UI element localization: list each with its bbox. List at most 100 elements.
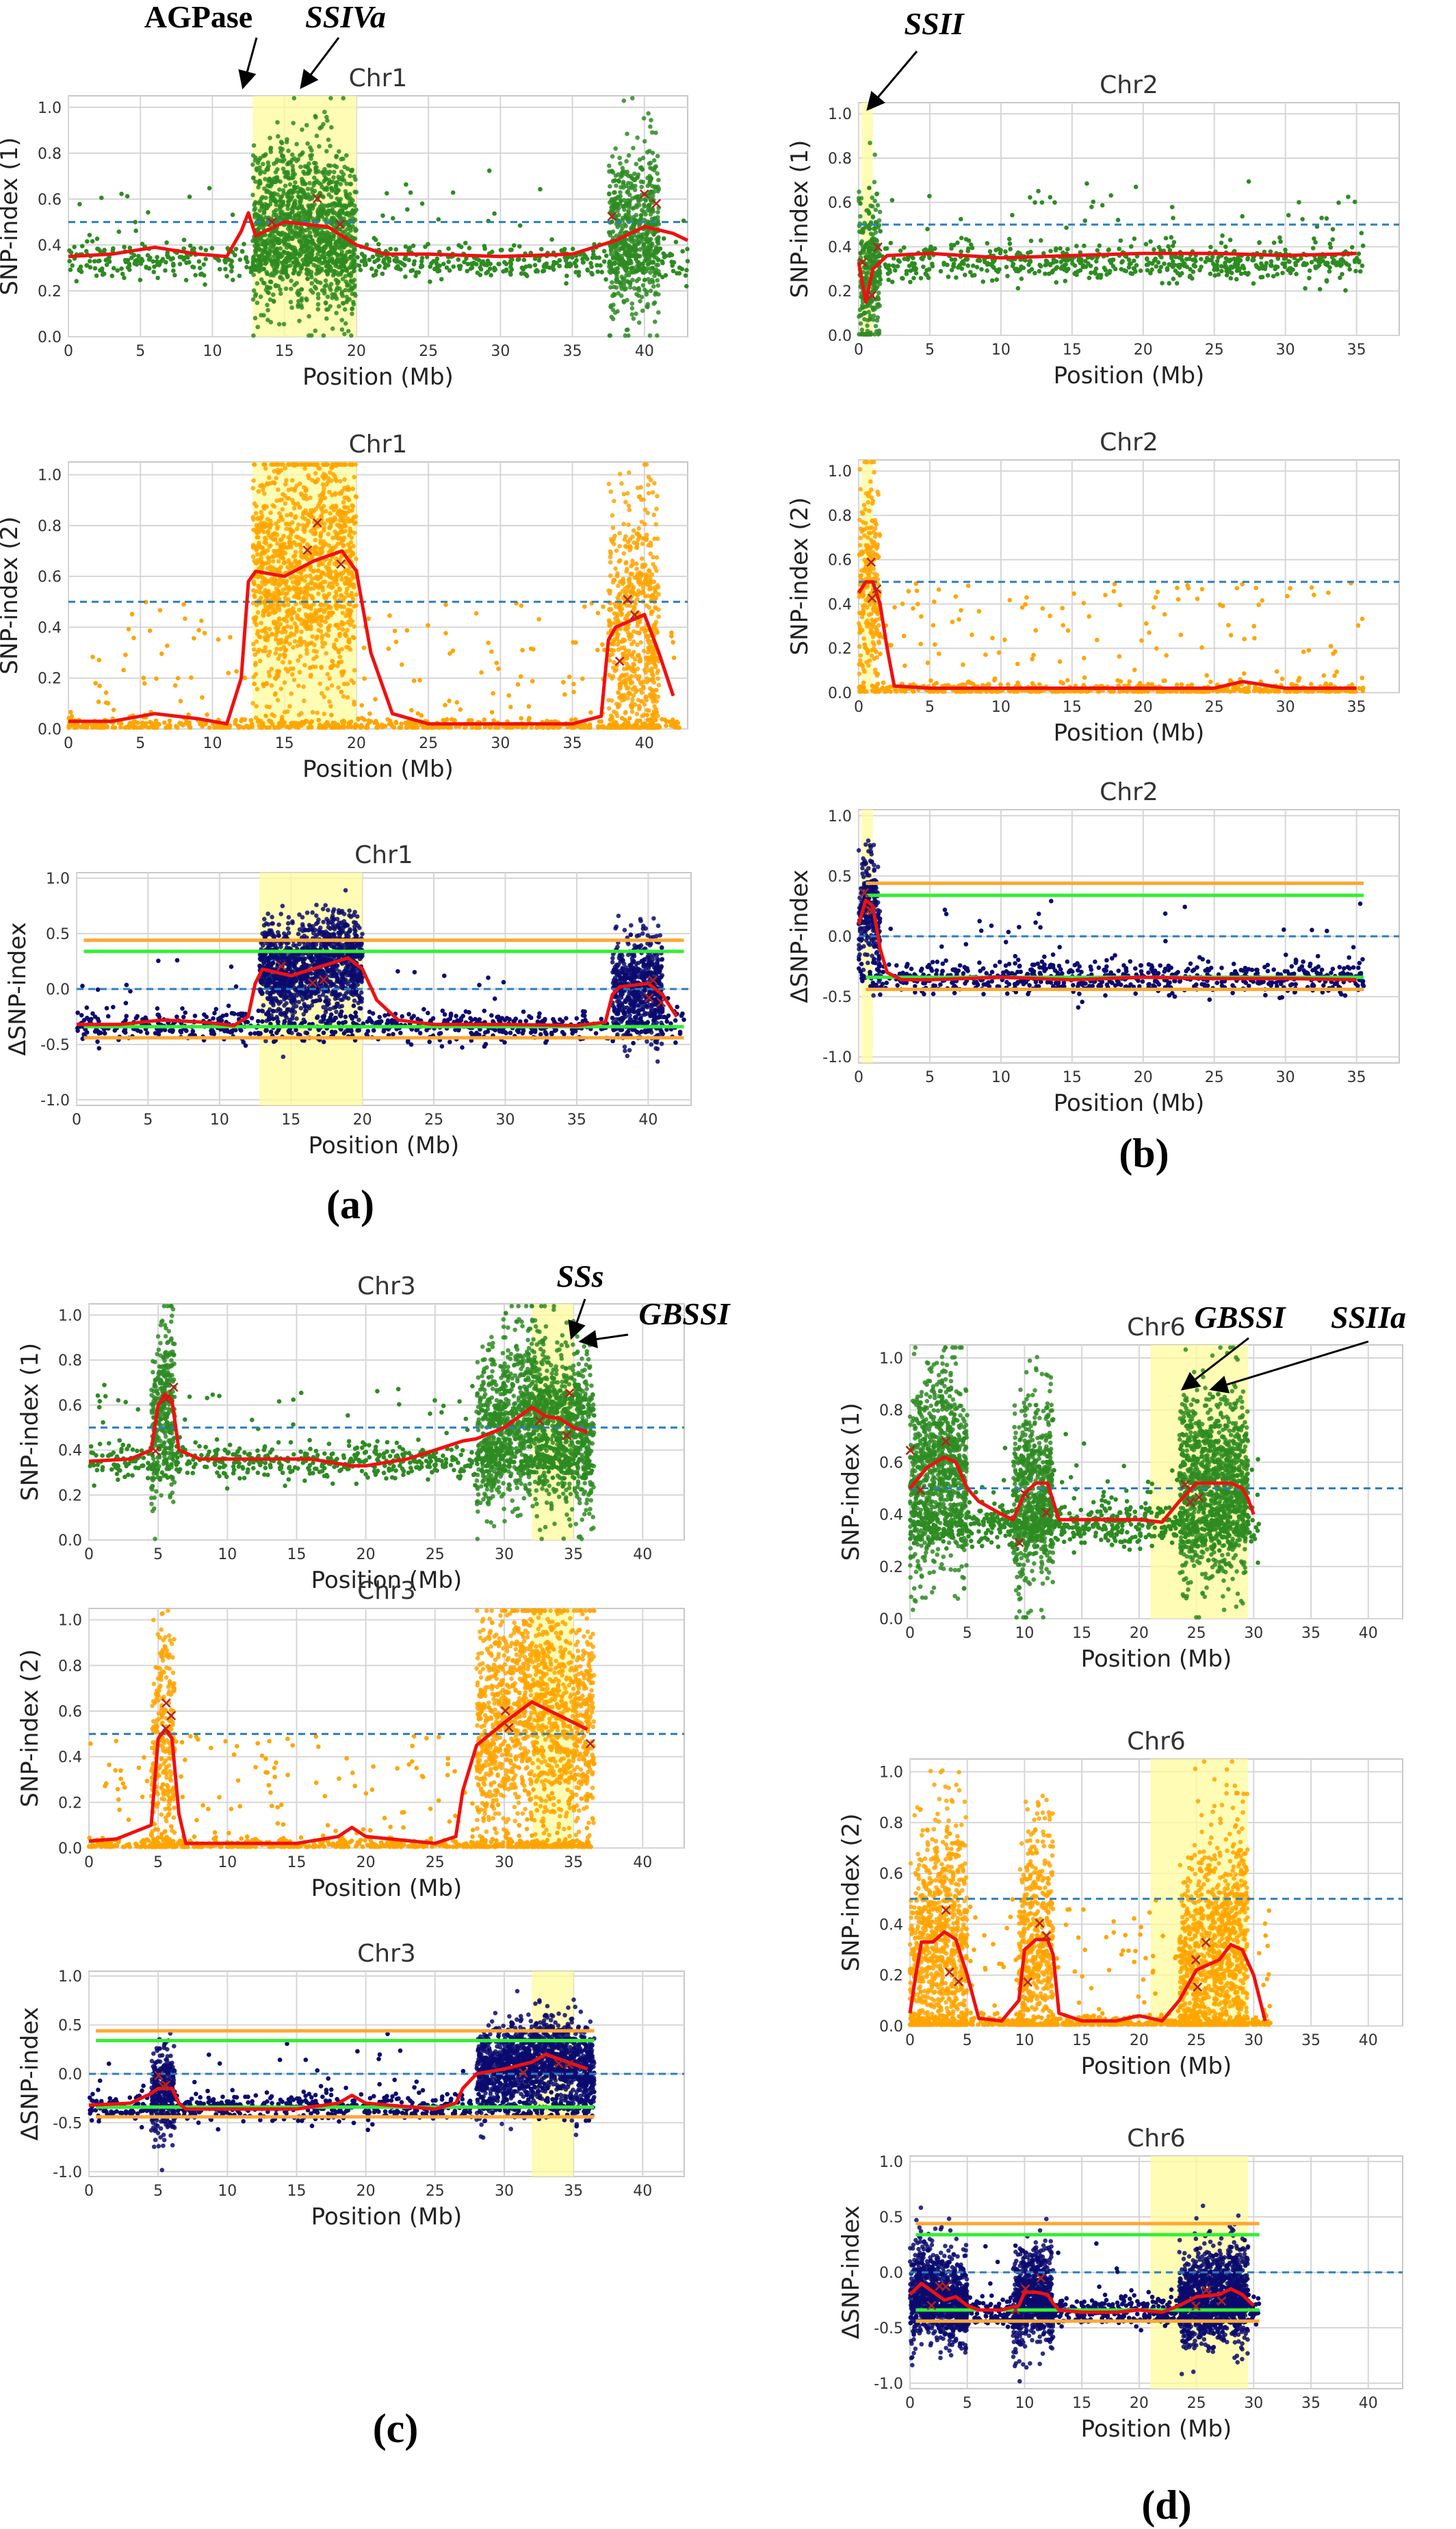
data-point bbox=[335, 296, 339, 301]
data-point bbox=[309, 333, 314, 338]
data-point bbox=[218, 267, 222, 272]
data-point bbox=[161, 257, 166, 261]
data-point bbox=[352, 278, 357, 283]
data-point bbox=[281, 166, 286, 171]
data-point bbox=[684, 284, 689, 289]
data-point bbox=[337, 304, 341, 309]
data-point bbox=[307, 181, 312, 185]
data-point bbox=[564, 281, 569, 286]
data-point bbox=[268, 298, 273, 303]
data-point bbox=[164, 240, 169, 245]
data-point bbox=[352, 283, 357, 288]
data-point bbox=[292, 248, 297, 253]
data-point bbox=[276, 134, 281, 139]
data-point bbox=[439, 277, 444, 282]
data-point bbox=[350, 307, 355, 311]
figure-canvas: 0 5 10 15 20 25 30 35 400.00.20.40.60.81.0Chr1Po… bbox=[0, 0, 1456, 2529]
data-point bbox=[322, 208, 326, 213]
data-point bbox=[119, 192, 124, 196]
data-point bbox=[192, 265, 196, 270]
data-point bbox=[100, 268, 105, 273]
data-point bbox=[255, 263, 260, 268]
data-point bbox=[144, 265, 148, 270]
data-point bbox=[146, 210, 151, 215]
data-point bbox=[301, 170, 306, 175]
data-point bbox=[88, 259, 92, 264]
plot-area bbox=[68, 96, 688, 337]
data-point bbox=[296, 299, 301, 304]
data-point bbox=[326, 163, 331, 168]
data-point bbox=[321, 122, 326, 127]
data-point bbox=[269, 146, 274, 151]
data-point bbox=[349, 168, 354, 173]
data-point bbox=[313, 168, 318, 173]
data-point bbox=[264, 190, 269, 194]
data-point bbox=[446, 246, 451, 251]
data-point bbox=[272, 209, 276, 214]
data-point bbox=[309, 281, 314, 286]
data-point bbox=[204, 248, 209, 253]
data-point bbox=[275, 120, 280, 125]
data-point bbox=[184, 278, 189, 283]
data-point bbox=[686, 259, 690, 264]
data-point bbox=[335, 196, 340, 201]
data-point bbox=[499, 248, 504, 253]
data-point bbox=[395, 264, 400, 269]
data-point bbox=[309, 288, 313, 293]
data-point bbox=[482, 262, 487, 267]
data-point bbox=[202, 262, 207, 267]
data-point bbox=[278, 195, 283, 200]
data-point bbox=[350, 259, 355, 264]
data-point bbox=[297, 319, 302, 324]
data-point bbox=[581, 260, 586, 265]
data-point bbox=[277, 188, 282, 192]
data-point bbox=[490, 250, 495, 255]
data-point bbox=[68, 268, 73, 272]
data-point bbox=[259, 313, 263, 318]
data-point bbox=[312, 161, 317, 166]
data-point bbox=[334, 311, 339, 316]
data-point bbox=[574, 264, 579, 269]
data-point bbox=[355, 255, 360, 260]
data-point bbox=[251, 272, 256, 277]
data-point bbox=[492, 211, 497, 216]
data-point bbox=[178, 255, 183, 259]
data-point bbox=[294, 281, 299, 285]
data-point bbox=[285, 256, 289, 261]
data-point bbox=[539, 247, 544, 252]
data-point bbox=[446, 259, 451, 264]
data-point bbox=[680, 249, 685, 254]
data-point bbox=[234, 247, 239, 252]
data-point bbox=[110, 274, 115, 279]
data-point bbox=[339, 318, 344, 322]
data-point bbox=[259, 277, 264, 282]
data-point bbox=[151, 259, 155, 264]
data-point bbox=[348, 228, 353, 233]
data-point bbox=[292, 267, 297, 272]
data-point bbox=[294, 142, 299, 146]
data-point bbox=[669, 259, 674, 264]
data-point bbox=[339, 242, 344, 247]
data-point bbox=[602, 259, 607, 264]
data-point bbox=[157, 262, 162, 267]
data-point bbox=[426, 242, 430, 246]
data-point bbox=[437, 217, 441, 222]
data-point bbox=[303, 214, 308, 218]
data-point bbox=[309, 249, 314, 254]
data-point bbox=[268, 242, 273, 246]
data-point bbox=[304, 271, 309, 276]
data-point bbox=[84, 264, 89, 268]
data-point bbox=[372, 236, 377, 241]
data-point bbox=[382, 266, 387, 270]
data-point bbox=[487, 168, 492, 173]
data-point bbox=[337, 259, 342, 264]
data-point bbox=[223, 267, 228, 272]
data-point bbox=[314, 286, 319, 291]
data-point bbox=[403, 274, 408, 279]
data-point bbox=[296, 305, 300, 309]
data-point bbox=[335, 270, 339, 275]
data-point bbox=[469, 261, 473, 266]
data-point bbox=[269, 150, 274, 155]
data-point bbox=[307, 197, 312, 202]
data-point bbox=[244, 265, 249, 270]
